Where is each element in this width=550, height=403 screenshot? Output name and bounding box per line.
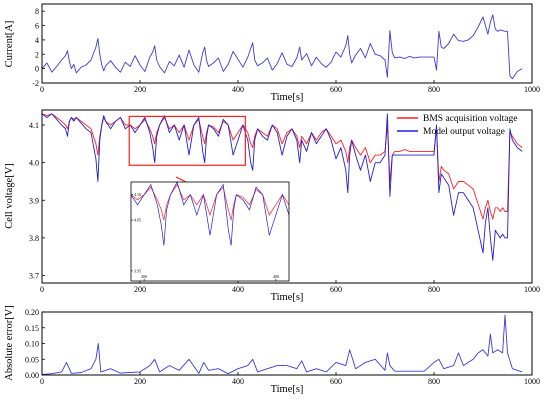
current-ylabel: Current[A] [4,21,15,68]
error-xlabel: Time[s] [271,384,304,395]
error-ticks: 0 200 400 600 800 1000 0.00 0.05 0.10 0.15 0.20 [25,308,540,386]
current-xtick-label: 0 [40,85,44,94]
inset-chart: 200 400 3.95 4.05 4.10 [130,181,290,282]
voltage-ylabel: Cell voltage[V] [4,163,15,229]
inset-xtick-label: 400 [273,274,279,279]
error-series-line-0 [42,314,523,375]
error-ytick-label: 0.00 [25,371,39,380]
error-ylabel: Absolute error[V] [4,305,15,381]
inset-ytick-label: 3.95 [134,268,141,273]
voltage-panel: 0 200 400 600 800 1000 3.7 3.8 3.9 4.0 4.1 BMS acq… [4,109,540,303]
voltage-xtick-label: 600 [330,285,342,294]
error-xtick-label: 800 [428,377,440,386]
voltage-ytick-label: 4.1 [29,121,39,130]
current-xtick-label: 1000 [524,85,540,94]
inset-ticks: 200 400 3.95 4.05 4.10 [131,192,279,281]
current-xtick-label: 800 [428,85,440,94]
zoom-highlight-box [128,115,246,166]
error-xtick-label: 400 [232,377,244,386]
inset-series-line-1 [131,182,289,246]
voltage-xtick-label: 0 [40,285,44,294]
inset-ytick-label: 4.05 [134,218,141,223]
error-xtick-label: 1000 [524,377,540,386]
current-ytick-label: 0 [35,65,39,74]
current-plot-frame [41,3,533,84]
inset-frame-bg [131,182,289,281]
error-ytick-label: 0.15 [25,324,39,333]
error-xtick-label: 200 [134,377,146,386]
voltage-xtick-label: 800 [428,285,440,294]
error-ytick-label: 0.05 [25,355,39,364]
voltage-series-line-0 [42,113,523,220]
current-xtick-label: 200 [134,85,146,94]
voltage-xtick-label: 200 [134,285,146,294]
current-ytick-label: 8 [35,7,39,16]
voltage-ticks: 0 200 400 600 800 1000 3.7 3.8 3.9 4.0 4.1 [29,121,540,294]
error-panel: 0 200 400 600 800 1000 0.00 0.05 0.10 0.15 0.20 Ti… [4,305,540,395]
voltage-xtick-label: 1000 [524,285,540,294]
voltage-ytick-label: 3.8 [29,234,39,243]
current-ytick-label: 6 [35,22,39,31]
inset-series-group [131,182,289,246]
error-xtick-label: 0 [40,377,44,386]
voltage-xlabel: Time[s] [271,292,304,303]
error-ytick-label: 0.20 [25,308,39,317]
legend-label-bms: BMS acquisition voltage [423,114,517,124]
error-series-group [42,314,523,375]
legend-label-model: Model output voltage [423,127,505,137]
current-ytick-label: 2 [35,50,39,59]
voltage-legend: BMS acquisition voltage Model output vol… [397,114,517,137]
voltage-xtick-label: 400 [232,285,244,294]
voltage-series-group [42,113,523,261]
current-series-line-0 [42,14,523,80]
voltage-plot-frame [41,109,533,284]
voltage-series-line-1 [42,113,523,261]
inset-ytick-label: 4.10 [134,192,141,197]
inset-xtick-label: 200 [141,274,147,279]
voltage-ytick-label: 4.0 [29,159,39,168]
error-xtick-label: 600 [330,377,342,386]
current-xlabel: Time[s] [271,92,304,103]
current-series-group [42,14,523,80]
voltage-ytick-label: 3.9 [29,196,39,205]
inset-frame [130,181,290,282]
current-xtick-label: 600 [330,85,342,94]
current-ytick-label: 4 [35,36,39,45]
voltage-ytick-label: 3.7 [29,271,39,280]
current-ytick-label: -2 [32,79,39,88]
error-ytick-label: 0.10 [25,340,39,349]
zoom-pointer-arrow [175,176,187,183]
current-xtick-label: 400 [232,85,244,94]
